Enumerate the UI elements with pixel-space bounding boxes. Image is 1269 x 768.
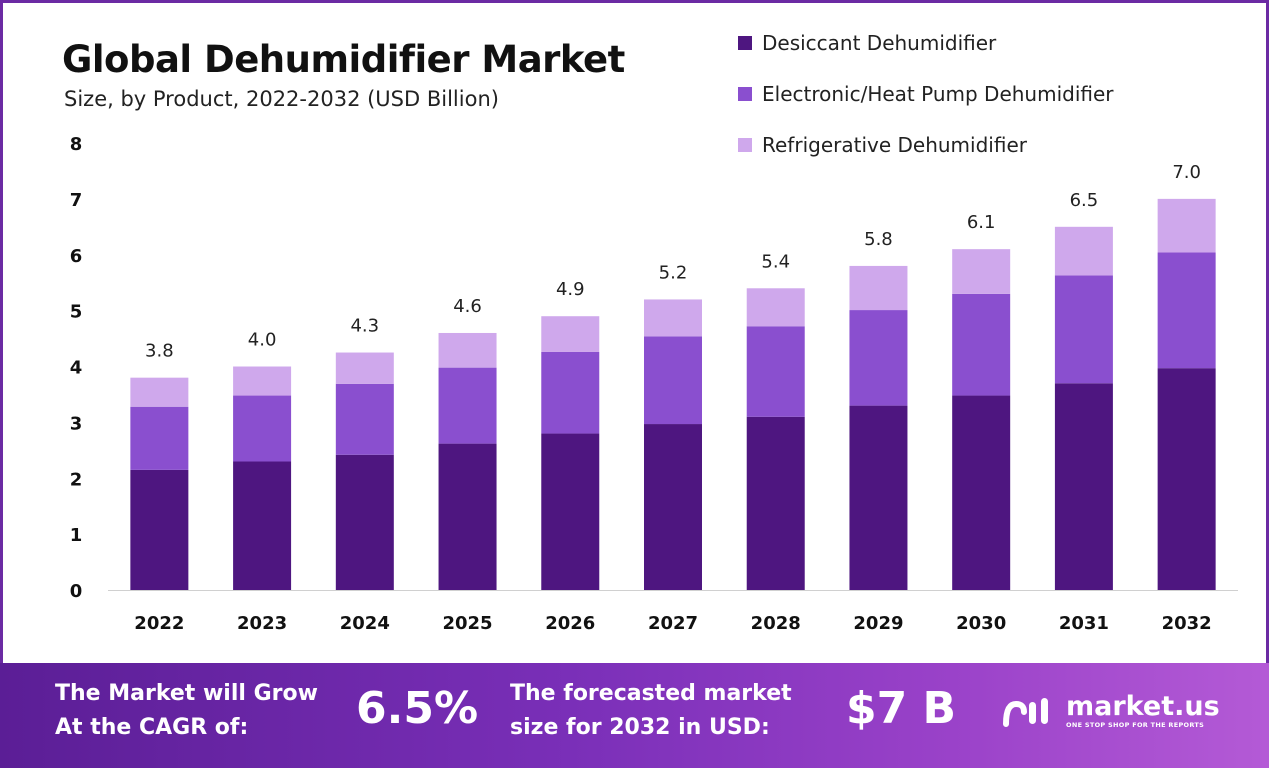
x-tick-label: 2022 bbox=[134, 613, 184, 634]
bar-segment-refrigerative bbox=[746, 288, 805, 327]
x-tick-label: 2030 bbox=[956, 613, 1006, 634]
y-tick-label: 4 bbox=[70, 358, 83, 379]
bar-segment-electronic bbox=[335, 383, 394, 455]
y-tick-label: 6 bbox=[70, 246, 83, 267]
legend-item-electronic: Electronic/Heat Pump Dehumidifier bbox=[738, 81, 1114, 107]
y-tick-label: 5 bbox=[70, 302, 83, 323]
legend-swatch-desiccant bbox=[738, 36, 752, 50]
forecast-caption-line2: size for 2032 in USD: bbox=[510, 715, 770, 740]
legend-swatch-refrigerative bbox=[738, 138, 752, 152]
legend: Desiccant Dehumidifier Electronic/Heat P… bbox=[738, 30, 1114, 183]
bar-segment-desiccant bbox=[233, 461, 292, 590]
forecast-value: $7 B bbox=[846, 683, 957, 734]
cagr-caption-line2: At the CAGR of: bbox=[55, 715, 249, 740]
y-tick-label: 0 bbox=[70, 581, 83, 602]
bar-segment-electronic bbox=[952, 293, 1011, 396]
bar-segment-electronic bbox=[541, 351, 600, 434]
legend-label-desiccant: Desiccant Dehumidifier bbox=[762, 31, 997, 55]
bar-segment-desiccant bbox=[1054, 383, 1113, 590]
bar-segment-refrigerative bbox=[1054, 226, 1113, 276]
bar-total-label: 3.8 bbox=[145, 341, 174, 362]
bar-segment-electronic bbox=[438, 367, 497, 444]
x-tick-label: 2027 bbox=[648, 613, 698, 634]
bar-total-label: 7.0 bbox=[1172, 162, 1201, 183]
cagr-value: 6.5% bbox=[356, 683, 479, 734]
logo-tagline: ONE STOP SHOP FOR THE REPORTS bbox=[1066, 721, 1205, 729]
bar-segment-desiccant bbox=[335, 454, 394, 590]
legend-swatch-electronic bbox=[738, 87, 752, 101]
legend-item-refrigerative: Refrigerative Dehumidifier bbox=[738, 132, 1114, 158]
bar-total-label: 4.0 bbox=[248, 330, 277, 351]
bar-segment-refrigerative bbox=[644, 299, 702, 337]
chart-title: Global Dehumidifier Market bbox=[62, 38, 625, 81]
bar-segment-electronic bbox=[746, 326, 805, 417]
forecast-caption: The forecasted market size for 2032 in U… bbox=[510, 677, 792, 745]
bar-segment-refrigerative bbox=[438, 332, 497, 368]
bar-segment-desiccant bbox=[130, 469, 189, 590]
bar-total-label: 4.6 bbox=[453, 296, 482, 317]
bar-segment-electronic bbox=[233, 395, 292, 462]
logo-name: market.us bbox=[1066, 691, 1220, 722]
cagr-caption-line1: The Market will Grow bbox=[55, 681, 318, 706]
legend-label-refrigerative: Refrigerative Dehumidifier bbox=[762, 133, 1027, 157]
x-tick-label: 2032 bbox=[1162, 613, 1212, 634]
bar-segment-electronic bbox=[849, 310, 908, 406]
chart-subtitle: Size, by Product, 2022-2032 (USD Billion… bbox=[64, 87, 499, 111]
y-tick-label: 8 bbox=[70, 134, 83, 155]
bar-segment-refrigerative bbox=[335, 352, 394, 384]
logo-bars-icon bbox=[1003, 698, 1048, 727]
x-tick-label: 2028 bbox=[751, 613, 801, 634]
bar-segment-desiccant bbox=[644, 424, 702, 590]
bar-segment-desiccant bbox=[746, 416, 805, 590]
bar-segment-refrigerative bbox=[233, 366, 292, 396]
cagr-caption: The Market will Grow At the CAGR of: bbox=[55, 677, 318, 745]
bar-total-label: 4.9 bbox=[556, 279, 585, 300]
bar-total-label: 5.8 bbox=[864, 229, 893, 250]
bar-total-label: 5.4 bbox=[761, 251, 790, 272]
bar-total-label: 5.2 bbox=[659, 262, 688, 283]
bar-total-label: 6.1 bbox=[967, 212, 996, 233]
bar-segment-refrigerative bbox=[1157, 198, 1216, 253]
footer-banner bbox=[0, 663, 1269, 768]
y-tick-label: 1 bbox=[70, 525, 83, 546]
bar-segment-refrigerative bbox=[541, 316, 600, 352]
bar-segment-electronic bbox=[644, 336, 702, 425]
bar-segment-desiccant bbox=[849, 405, 908, 590]
bar-segment-desiccant bbox=[541, 433, 600, 590]
legend-label-electronic: Electronic/Heat Pump Dehumidifier bbox=[762, 82, 1114, 106]
forecast-caption-line1: The forecasted market bbox=[510, 681, 792, 706]
y-tick-label: 3 bbox=[70, 413, 83, 434]
bar-chart: 0 1 2 3 4 5 6 7 8 3.8 2022 4.0 2023 4.3 2024 4.6 2025 4.9… bbox=[70, 134, 1238, 634]
bar-segment-refrigerative bbox=[130, 377, 189, 407]
bar-total-label: 6.5 bbox=[1070, 190, 1099, 211]
y-tick-label: 7 bbox=[70, 190, 83, 211]
y-tick-label: 2 bbox=[70, 469, 83, 490]
bar-segment-electronic bbox=[1157, 252, 1216, 369]
x-tick-label: 2031 bbox=[1059, 613, 1109, 634]
bar-segment-refrigerative bbox=[952, 249, 1011, 294]
bar-segment-refrigerative bbox=[849, 265, 908, 311]
bar-segment-desiccant bbox=[438, 443, 497, 590]
bar-segment-desiccant bbox=[952, 395, 1011, 590]
bar-total-label: 4.3 bbox=[350, 316, 379, 337]
bar-segment-electronic bbox=[1054, 275, 1113, 384]
logo-text: market.us ONE STOP SHOP FOR THE REPORTS bbox=[1066, 691, 1220, 730]
x-tick-label: 2029 bbox=[853, 613, 903, 634]
x-tick-label: 2023 bbox=[237, 613, 287, 634]
market-us-logo: market.us ONE STOP SHOP FOR THE REPORTS bbox=[1002, 693, 1220, 729]
legend-item-desiccant: Desiccant Dehumidifier bbox=[738, 30, 1114, 56]
x-tick-label: 2024 bbox=[340, 613, 390, 634]
bar-segment-desiccant bbox=[1157, 368, 1216, 590]
x-tick-label: 2025 bbox=[442, 613, 492, 634]
x-tick-label: 2026 bbox=[545, 613, 595, 634]
bar-segment-electronic bbox=[130, 406, 189, 470]
